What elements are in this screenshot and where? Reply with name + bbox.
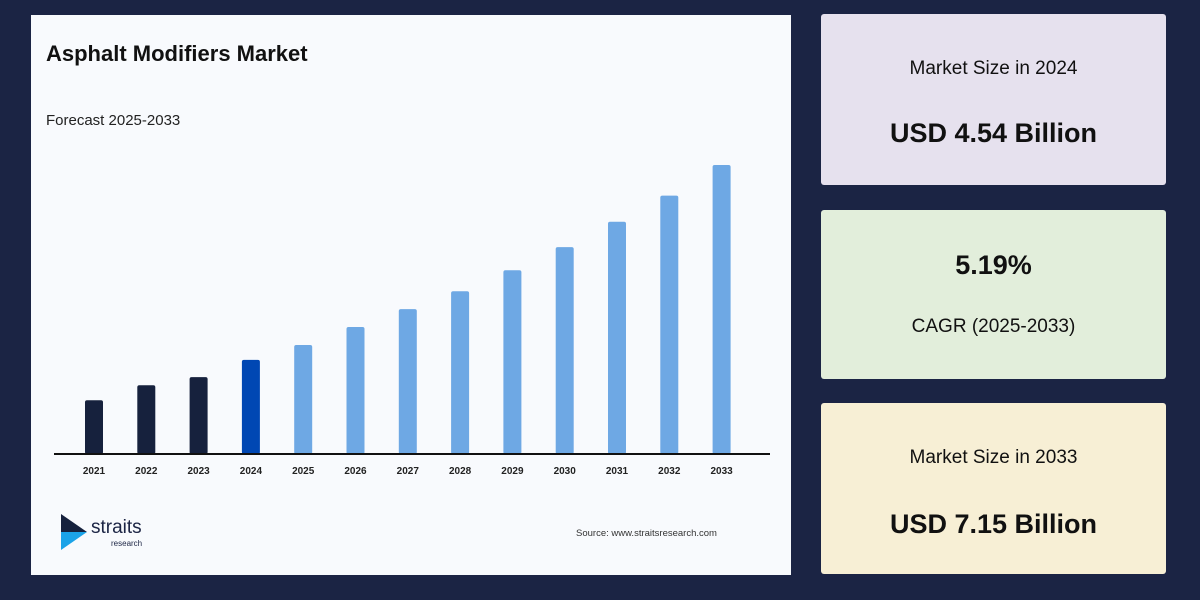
bar-2022 (137, 385, 156, 454)
bar-2021 (85, 400, 103, 454)
x-tick-label: 2033 (710, 466, 733, 477)
card-value: 5.19% (955, 250, 1032, 280)
x-tick-label: 2031 (606, 466, 629, 477)
x-tick-label: 2028 (449, 466, 472, 477)
bar-2030 (555, 247, 574, 454)
straits-logo-icon (61, 514, 87, 550)
x-tick-label: 2024 (240, 466, 263, 477)
logo-subtext: research (111, 539, 143, 548)
logo-name: straits (91, 517, 142, 538)
card-value: USD 7.15 Billion (889, 509, 1098, 539)
chart-panel: Asphalt Modifiers Market Forecast 2025-2… (31, 15, 791, 575)
x-tick-label: 2032 (658, 466, 681, 477)
x-tick-label: 2026 (344, 466, 367, 477)
bar-2024 (241, 359, 260, 454)
x-tick-label: 2025 (292, 466, 315, 477)
bar-2025 (294, 344, 313, 454)
x-tick-label: 2022 (135, 466, 158, 477)
card-label: Market Size in 2024 (909, 58, 1078, 79)
card-label: Market Size in 2033 (909, 447, 1078, 468)
bar-2026 (346, 327, 365, 454)
bar-2033 (712, 165, 731, 454)
bar-2028 (451, 291, 470, 454)
bar-2027 (398, 309, 417, 454)
x-tick-label: 2030 (554, 466, 577, 477)
card-cagr: 5.19% CAGR (2025-2033) (821, 210, 1166, 379)
x-tick-label: 2029 (501, 466, 524, 477)
bar-2023 (189, 377, 208, 454)
chart-title: Asphalt Modifiers Market (46, 41, 308, 66)
x-tick-label: 2023 (187, 466, 210, 477)
card-market-size-2024: Market Size in 2024 USD 4.54 Billion (821, 14, 1166, 185)
card-value: USD 4.54 Billion (889, 118, 1098, 148)
bar-chart: 2021 2022 2023 2024 2025 2026 2027 2028 2029 2030… (54, 165, 770, 477)
source-note: Source: www.straitsresearch.com (576, 528, 717, 539)
x-tick-label: 2021 (83, 466, 106, 477)
x-tick-label: 2027 (397, 466, 420, 477)
chart-subtitle: Forecast 2025-2033 (46, 112, 181, 129)
bar-2032 (660, 195, 679, 455)
card-market-size-2033: Market Size in 2033 USD 7.15 Billion (821, 403, 1166, 574)
card-label: CAGR (2025-2033) (911, 316, 1076, 337)
bar-2031 (608, 221, 626, 454)
bar-2029 (503, 270, 522, 454)
